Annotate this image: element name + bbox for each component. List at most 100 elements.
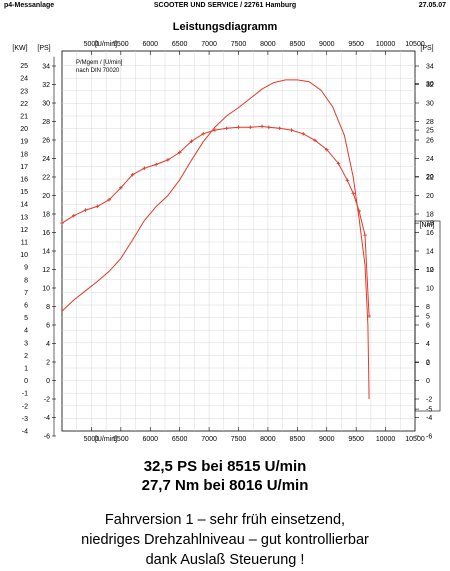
kw-tick-label: 16: [20, 177, 28, 184]
header-left-label: p4-Messanlage: [4, 2, 55, 9]
kw-tick-label: 3: [24, 340, 28, 347]
kw-tick-label: 23: [20, 88, 28, 95]
nm-axis-label: [Nm]: [420, 222, 435, 229]
kw-tick-label: 19: [20, 139, 28, 146]
nm-tick-label: 0: [426, 360, 430, 367]
torque-point: [189, 139, 194, 144]
ps-right-tick-label: 8: [426, 304, 430, 311]
description-line-1: Fahrversion 1 – sehr früh einsetzend,: [104, 512, 346, 528]
x-tick-label-top: 7500: [231, 41, 247, 48]
torque-point: [351, 191, 356, 196]
axes: 5000500055005500600060006500650070007000…: [20, 41, 441, 443]
ps-left-tick-label: 28: [42, 119, 50, 126]
torque-point: [367, 314, 371, 318]
description-line-2: niedriges Drehzahlniveau – gut kontrolli…: [81, 532, 369, 548]
note-line-2: nach DIN 70020: [76, 68, 120, 74]
kw-tick-label: 17: [20, 164, 28, 171]
kw-tick-label: -4: [22, 429, 28, 436]
x-tick-label-top: 9500: [348, 41, 364, 48]
torque-point: [324, 147, 329, 152]
kw-tick-label: 11: [21, 240, 28, 247]
torque-point: [71, 213, 76, 218]
ps-left-tick-label: 8: [46, 304, 50, 311]
ps-right-tick-label: 32: [426, 82, 434, 89]
nm-tick-label: 25: [426, 128, 434, 135]
ps-right-tick-label: 4: [426, 341, 430, 348]
torque-point: [224, 126, 229, 131]
x-tick-label-top: 5500: [113, 41, 129, 48]
ps-left-tick-label: 12: [42, 267, 50, 274]
x-tick-label-bottom: 6500: [172, 436, 188, 443]
kw-tick-label: 9: [24, 265, 28, 272]
ps-left-tick-label: -2: [44, 397, 50, 404]
kw-tick-label: 14: [20, 202, 28, 209]
x-tick-label-top: 7000: [201, 41, 217, 48]
ps-left-tick-label: 16: [42, 230, 50, 237]
ps-right-tick-label: 6: [426, 323, 430, 330]
x-axis-label-bottom: [U/min]: [95, 436, 117, 443]
nm-tick-label: 20: [426, 174, 434, 181]
result-power: 32,5 PS bei 8515 U/min: [143, 458, 307, 475]
ps-left-tick-label: 26: [42, 138, 50, 145]
kw-tick-label: 15: [20, 189, 28, 196]
torque-point: [201, 132, 205, 136]
kw-tick-label: 4: [24, 328, 28, 335]
ps-right-tick-label: -6: [426, 434, 432, 441]
x-tick-label-bottom: 10500: [405, 436, 425, 443]
x-tick-label-bottom: 9000: [319, 436, 335, 443]
ps-left-tick-label: 24: [42, 156, 50, 163]
torque-point: [154, 162, 158, 167]
x-tick-label-top: 8500: [290, 41, 306, 48]
kw-tick-label: 1: [24, 366, 28, 373]
kw-tick-label: 18: [20, 151, 28, 158]
kw-tick-label: 13: [20, 214, 28, 221]
torque-point: [267, 125, 271, 130]
x-tick-label-bottom: 10000: [376, 436, 396, 443]
ps-right-tick-label: 26: [426, 138, 434, 145]
ps-right-tick-label: 12: [426, 267, 434, 274]
torque-point: [236, 125, 241, 130]
grid: [62, 51, 415, 431]
chart-title: Leistungsdiagramm: [172, 21, 278, 33]
kw-axis-label: [KW]: [12, 45, 27, 52]
ps-right-tick-label: 30: [426, 101, 434, 108]
x-tick-label-top: 9000: [319, 41, 335, 48]
ps-left-tick-label: 18: [42, 212, 50, 219]
torque-point: [166, 158, 170, 162]
torque-point: [345, 178, 350, 183]
ps-left-tick-label: -4: [44, 415, 50, 422]
kw-tick-label: -2: [22, 403, 28, 410]
x-tick-label-top: 10500: [405, 41, 425, 48]
ps-right-tick-label: 14: [426, 249, 434, 256]
description-line-3: dank Auslaß Steuerung !: [145, 552, 305, 568]
ps-left-tick-label: 14: [42, 249, 50, 256]
series: [60, 79, 371, 400]
result-torque: 27,7 Nm bei 8016 U/min: [141, 477, 309, 494]
torque-point: [363, 233, 367, 237]
ps-right-tick-label: 10: [426, 286, 434, 293]
torque-point: [260, 124, 264, 129]
torque-curve: [61, 125, 370, 317]
x-tick-label-bottom: 9500: [348, 436, 364, 443]
x-tick-label-top: 5000: [84, 41, 100, 48]
torque-point: [301, 132, 306, 136]
ps-left-tick-label: 0: [46, 378, 50, 385]
ps-left-tick-label: 20: [42, 193, 50, 200]
ps-left-tick-label: 32: [42, 82, 50, 89]
power-curve: [61, 79, 370, 400]
nm-tick-label: 30: [426, 81, 434, 88]
kw-tick-label: 10: [20, 252, 28, 259]
torque-point: [213, 128, 217, 132]
ps-left-tick-label: -6: [44, 434, 50, 441]
ps-right-tick-label: 0: [426, 378, 430, 385]
kw-tick-label: 0: [24, 378, 28, 385]
torque-point: [130, 172, 135, 177]
x-tick-label-top: 8000: [260, 41, 276, 48]
torque-point: [107, 198, 111, 202]
torque-point: [177, 150, 182, 155]
nm-tick-label: -5: [426, 407, 432, 414]
kw-tick-label: 25: [20, 63, 28, 70]
torque-point: [277, 126, 282, 131]
x-tick-label-bottom: 7000: [201, 436, 217, 443]
nm-tick-label: 5: [426, 314, 430, 321]
